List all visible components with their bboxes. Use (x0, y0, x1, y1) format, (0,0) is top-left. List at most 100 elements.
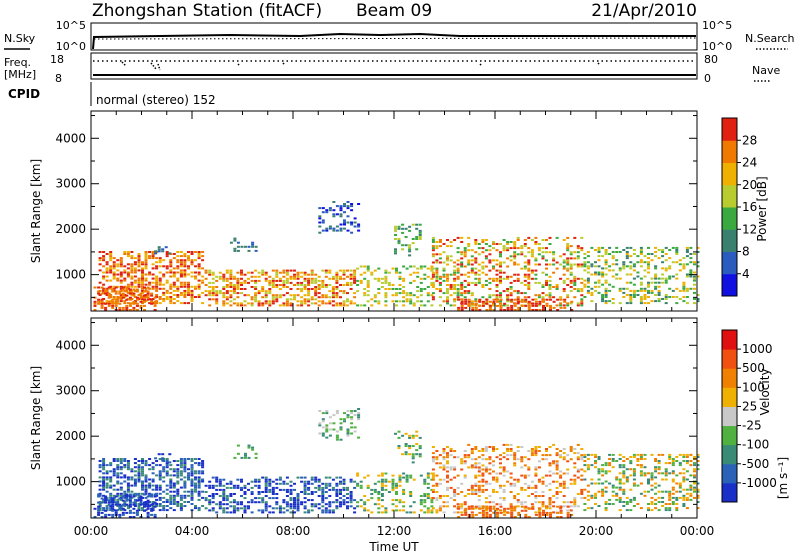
range-cell (470, 269, 474, 272)
range-cell (398, 476, 402, 479)
range-cell (449, 468, 453, 471)
range-cell (548, 446, 552, 448)
colorbar-tick-label: 25 (742, 399, 757, 413)
range-cell (474, 476, 478, 479)
range-cell (693, 482, 696, 485)
range-cell (485, 513, 489, 516)
range-cell (569, 257, 573, 260)
range-cell (404, 453, 408, 456)
range-cell (275, 486, 279, 489)
range-cell (488, 249, 492, 252)
range-cell (650, 289, 654, 292)
range-cell (618, 287, 622, 290)
range-cell (197, 490, 201, 493)
range-cell (211, 298, 215, 301)
range-cell (275, 507, 279, 510)
colorbar-tick-label: -25 (742, 419, 762, 433)
range-cell (370, 493, 374, 495)
range-cell (573, 474, 577, 477)
range-cell (194, 275, 197, 278)
range-cell (261, 499, 265, 502)
range-cell (513, 251, 517, 254)
range-cell (639, 289, 643, 292)
range-cell (391, 503, 395, 506)
range-cell (119, 281, 123, 284)
range-cell (343, 227, 346, 230)
range-cell (98, 476, 102, 479)
range-cell (158, 302, 162, 305)
range-cell (264, 484, 268, 487)
range-cell (317, 488, 321, 491)
range-cell (222, 488, 226, 491)
range-cell (346, 229, 350, 232)
range-cell (442, 452, 446, 455)
range-cell (654, 255, 658, 258)
range-cell (509, 294, 513, 297)
range-cell (278, 509, 282, 512)
range-cell (328, 501, 332, 504)
range-cell (696, 265, 700, 268)
range-cell (460, 309, 464, 311)
range-cell (513, 458, 517, 461)
range-cell (133, 480, 137, 483)
range-cell (254, 249, 258, 252)
range-cell (431, 249, 435, 252)
range-cell (513, 462, 517, 465)
range-cell (573, 257, 577, 260)
range-cell (576, 302, 580, 305)
range-cell (415, 236, 419, 238)
range-cell (126, 283, 130, 286)
range-cell (137, 480, 141, 483)
range-cell (442, 300, 446, 303)
range-cell (590, 291, 594, 294)
range-cell (275, 279, 279, 282)
range-cell (470, 488, 474, 491)
range-cell (643, 494, 647, 497)
range-cell (555, 472, 559, 475)
range-cell (650, 474, 654, 477)
range-cell (566, 486, 570, 489)
range-cell (573, 448, 577, 450)
range-cell (123, 458, 127, 460)
range-cell (668, 490, 672, 493)
range-cell (172, 501, 176, 503)
range-cell (499, 503, 502, 506)
range-cell (282, 501, 286, 504)
range-cell (495, 259, 499, 262)
range-cell (387, 480, 391, 483)
range-cell (622, 501, 626, 503)
range-cell (251, 448, 255, 451)
range-cell (384, 296, 388, 299)
range-cell (264, 296, 268, 299)
range-cell (303, 511, 307, 514)
range-cell (384, 277, 388, 280)
range-cell (307, 284, 311, 286)
range-cell (566, 269, 570, 272)
range-cell (693, 275, 696, 278)
range-cell (370, 304, 374, 307)
range-cell (453, 261, 457, 264)
range-cell (611, 494, 615, 497)
range-cell (116, 259, 120, 262)
range-cell (307, 511, 311, 514)
range-cell (257, 484, 261, 487)
range-cell (590, 496, 594, 499)
range-cell (366, 286, 370, 288)
range-cell (98, 259, 102, 262)
range-cell (165, 289, 169, 292)
range-cell (324, 296, 328, 299)
range-cell (671, 486, 675, 489)
range-cell (111, 516, 115, 518)
range-cell (541, 247, 545, 250)
range-cell (527, 284, 531, 286)
range-cell (114, 511, 118, 514)
range-cell (594, 494, 597, 497)
range-cell (278, 478, 282, 481)
range-cell (303, 294, 307, 297)
range-cell (197, 458, 201, 460)
range-cell (353, 410, 357, 412)
range-cell (194, 277, 197, 280)
range-cell (250, 499, 254, 502)
